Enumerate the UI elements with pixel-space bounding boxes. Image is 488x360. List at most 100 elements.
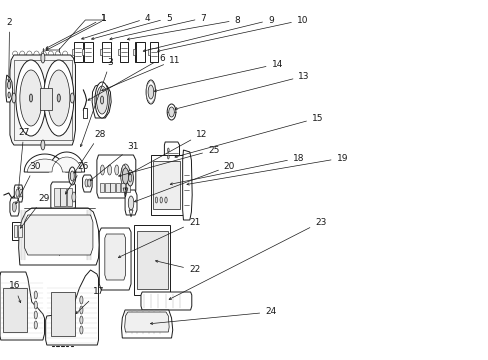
- Polygon shape: [141, 292, 191, 310]
- Bar: [18, 225, 22, 237]
- Bar: [134, 225, 170, 295]
- Polygon shape: [124, 312, 169, 332]
- Circle shape: [34, 301, 37, 309]
- Polygon shape: [27, 157, 81, 172]
- Bar: [110, 183, 115, 192]
- Polygon shape: [0, 272, 44, 340]
- Polygon shape: [24, 152, 84, 172]
- Circle shape: [8, 92, 10, 98]
- Circle shape: [128, 174, 132, 182]
- Text: 7: 7: [110, 14, 206, 40]
- Bar: [121, 183, 125, 192]
- Bar: [125, 183, 130, 192]
- Text: 31: 31: [90, 141, 139, 181]
- Text: 6: 6: [88, 54, 164, 100]
- Circle shape: [16, 189, 19, 197]
- Circle shape: [20, 189, 22, 197]
- Circle shape: [34, 291, 37, 299]
- Polygon shape: [19, 208, 99, 265]
- Polygon shape: [121, 310, 172, 338]
- Circle shape: [155, 197, 157, 203]
- Circle shape: [80, 326, 83, 334]
- Circle shape: [12, 93, 16, 103]
- Bar: [72, 49, 74, 55]
- Bar: [40, 88, 52, 110]
- Text: 11: 11: [102, 55, 180, 91]
- Circle shape: [72, 192, 76, 202]
- Bar: [102, 42, 111, 62]
- Text: 5: 5: [91, 14, 171, 40]
- Text: 16: 16: [8, 282, 21, 303]
- Circle shape: [115, 165, 119, 175]
- Bar: [51, 292, 75, 336]
- Bar: [135, 42, 144, 62]
- Circle shape: [128, 196, 134, 210]
- Bar: [136, 42, 144, 62]
- Circle shape: [85, 179, 88, 187]
- Circle shape: [80, 296, 83, 304]
- Bar: [136, 231, 167, 289]
- Polygon shape: [125, 190, 137, 215]
- Bar: [3, 288, 27, 332]
- Polygon shape: [10, 55, 75, 145]
- Polygon shape: [164, 142, 179, 174]
- Text: 14: 14: [154, 59, 282, 92]
- Text: 9: 9: [143, 15, 273, 52]
- Bar: [66, 188, 72, 206]
- Text: 17: 17: [76, 288, 104, 314]
- Ellipse shape: [168, 107, 174, 117]
- Circle shape: [107, 165, 111, 175]
- Bar: [133, 49, 135, 55]
- Polygon shape: [99, 228, 131, 290]
- Polygon shape: [51, 182, 75, 212]
- Circle shape: [160, 197, 162, 203]
- Bar: [14, 225, 18, 237]
- Text: 20: 20: [134, 162, 235, 202]
- Circle shape: [68, 167, 76, 185]
- Text: 26: 26: [65, 162, 89, 194]
- Circle shape: [29, 94, 33, 102]
- Circle shape: [167, 148, 169, 152]
- Circle shape: [121, 164, 130, 188]
- Text: 21: 21: [118, 217, 200, 257]
- Text: 28: 28: [74, 130, 105, 173]
- Circle shape: [41, 140, 45, 150]
- Circle shape: [80, 316, 83, 324]
- Circle shape: [167, 155, 169, 159]
- Circle shape: [122, 168, 128, 184]
- Circle shape: [47, 70, 70, 126]
- Bar: [54, 188, 60, 206]
- Polygon shape: [10, 198, 19, 216]
- Text: 4: 4: [81, 14, 150, 39]
- Bar: [60, 188, 66, 206]
- Polygon shape: [104, 234, 125, 280]
- Circle shape: [122, 165, 125, 175]
- Bar: [119, 42, 128, 62]
- Text: 22: 22: [155, 260, 200, 275]
- Circle shape: [34, 311, 37, 319]
- Polygon shape: [45, 270, 98, 345]
- Circle shape: [41, 53, 45, 63]
- Polygon shape: [82, 175, 92, 192]
- Text: 23: 23: [169, 217, 326, 300]
- Polygon shape: [24, 215, 93, 255]
- Circle shape: [167, 162, 169, 166]
- Text: 2: 2: [7, 18, 12, 81]
- Circle shape: [7, 81, 11, 89]
- Bar: [100, 49, 102, 55]
- Circle shape: [80, 306, 83, 314]
- Circle shape: [87, 179, 91, 187]
- Text: 29: 29: [20, 194, 49, 228]
- Circle shape: [16, 60, 46, 136]
- Circle shape: [70, 93, 74, 103]
- Polygon shape: [6, 75, 13, 102]
- Circle shape: [148, 85, 153, 99]
- Bar: [151, 155, 183, 215]
- Bar: [83, 42, 92, 62]
- Bar: [147, 49, 149, 55]
- Text: 8: 8: [127, 15, 240, 40]
- Bar: [149, 42, 158, 62]
- Bar: [100, 183, 104, 192]
- Polygon shape: [14, 185, 22, 202]
- Circle shape: [100, 96, 103, 104]
